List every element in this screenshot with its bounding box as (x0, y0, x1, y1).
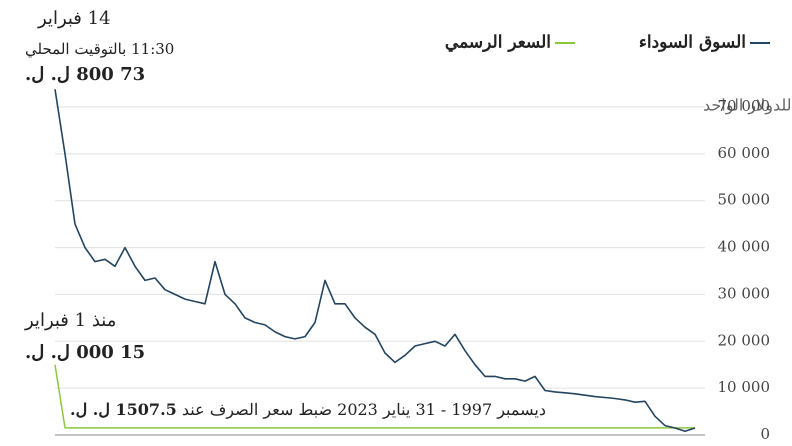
y-tick-label: 60 000 (718, 144, 771, 162)
peg-note-box: ديسمبر 1997 - 31 يناير 2023 ضبط سعر الصر… (70, 400, 546, 419)
y-tick-label: 40 000 (718, 238, 771, 256)
latest-date: 14 فبراير (38, 8, 111, 29)
latest-value: 73 800 ل. ل. (25, 64, 146, 85)
line (54, 364, 695, 429)
peg-note: ديسمبر 1997 - 31 يناير 2023 ضبط سعر الصر… (181, 400, 546, 419)
y-tick-label: 70 000 (718, 97, 771, 115)
legend-label: السوق السوداء (639, 33, 746, 53)
line (54, 89, 696, 433)
peg-value: 1507.5 ل. ل. (70, 400, 177, 419)
y-tick-label: 10 000 (718, 378, 771, 396)
y-tick-label: 30 000 (718, 284, 771, 302)
y-tick-label: 0 (760, 425, 770, 443)
unit-label: ليرة لبنانية للدولار الواحد (703, 96, 792, 115)
y-tick-label: 20 000 (718, 331, 771, 349)
y-tick-label: 50 000 (718, 191, 771, 209)
official-value: 15 000 ل. ل. (25, 342, 146, 363)
latest-time: 11:30 بالتوقيت المحلي (25, 40, 175, 58)
official-since: منذ 1 فبراير (25, 310, 117, 331)
legend-label: السعر الرسمي (445, 33, 551, 53)
